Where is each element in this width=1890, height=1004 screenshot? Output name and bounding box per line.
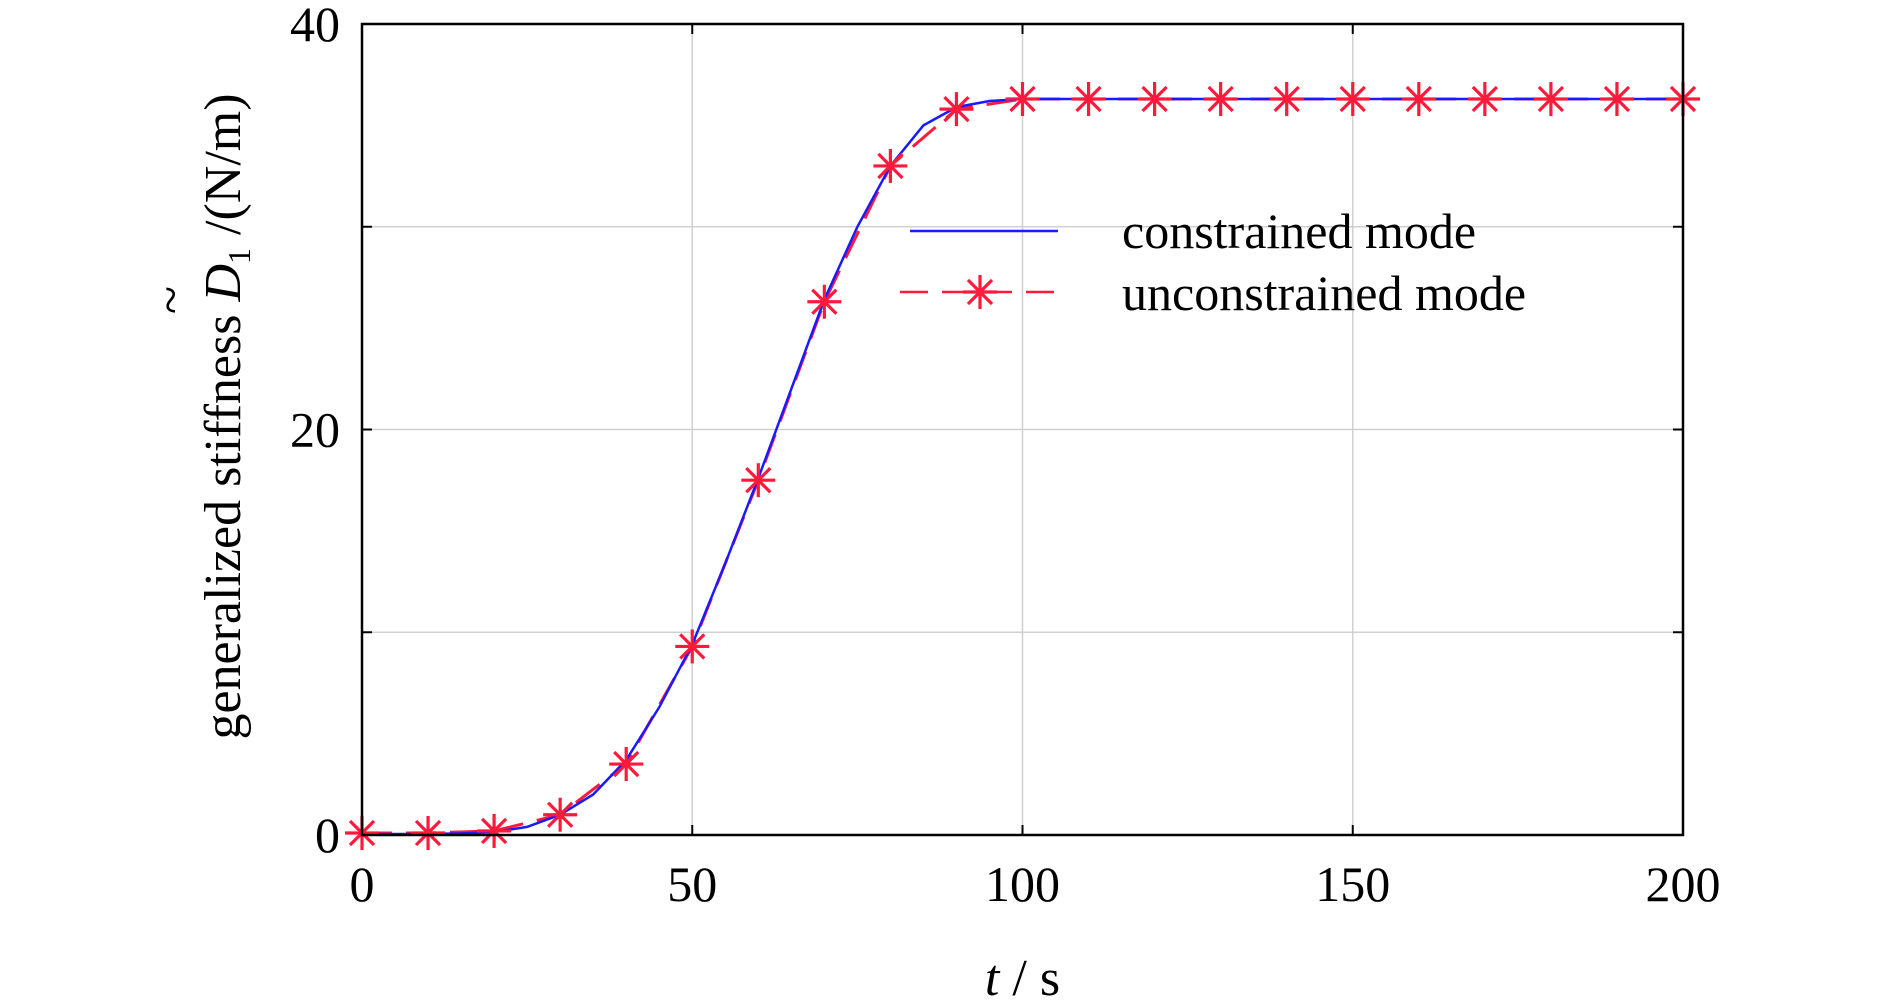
y-tick-label: 0	[315, 807, 340, 863]
y-axis-label: generalized stiffness D1 /(N/m) ~	[143, 28, 257, 830]
data-point-unconstrained	[1467, 82, 1502, 117]
data-point-unconstrained	[411, 815, 446, 850]
data-point-unconstrained	[1533, 82, 1568, 117]
axis-ticks	[361, 23, 1684, 836]
data-point-unconstrained	[873, 148, 908, 183]
data-point-unconstrained	[939, 92, 974, 127]
legend-marker-star	[963, 275, 997, 309]
data-point-unconstrained	[609, 747, 644, 782]
y-axis-unit: /(N/m)	[195, 93, 252, 248]
data-point-unconstrained	[1269, 82, 1304, 117]
x-tick-label: 50	[667, 856, 717, 912]
x-axis-label: t / s	[985, 950, 1060, 1004]
x-axis-unit: s	[1040, 950, 1060, 1004]
x-tick-labels: 0 50 100 150 200	[350, 856, 1721, 912]
x-tick-label: 100	[985, 856, 1060, 912]
grid	[362, 24, 1683, 835]
data-point-unconstrained	[543, 797, 578, 832]
data-point-unconstrained	[1335, 82, 1370, 117]
data-point-unconstrained	[477, 813, 512, 848]
x-tick-label: 0	[350, 856, 375, 912]
data-point-unconstrained	[675, 629, 710, 664]
data-point-unconstrained	[807, 284, 842, 319]
x-axis-separator: /	[999, 950, 1039, 1004]
y-axis-label-text: generalized stiffness D1 /(N/m)	[195, 28, 257, 830]
x-tick-label: 150	[1315, 856, 1390, 912]
y-axis-prefix: generalized stiffness	[195, 302, 252, 740]
y-tick-label: 20	[290, 402, 340, 458]
legend-marker-unconstrained	[963, 275, 997, 309]
y-tick-label: 40	[290, 0, 340, 52]
legend-label-unconstrained: unconstrained mode	[1122, 265, 1526, 321]
data-point-unconstrained	[1203, 82, 1238, 117]
data-point-unconstrained	[1401, 82, 1436, 117]
x-axis-variable: t	[985, 950, 1001, 1004]
data-point-unconstrained	[1005, 82, 1040, 117]
data-point-unconstrained	[1071, 82, 1106, 117]
data-point-unconstrained	[741, 463, 776, 498]
data-point-unconstrained	[1137, 82, 1172, 117]
series-line-unconstrained	[362, 97, 1683, 835]
series-group	[345, 82, 1700, 850]
y-axis-symbol: D	[195, 264, 252, 303]
legend: constrained mode unconstrained mode	[900, 203, 1526, 321]
data-point-unconstrained	[1599, 82, 1634, 117]
y-axis-tilde: ~	[143, 286, 200, 314]
x-tick-label: 200	[1646, 856, 1721, 912]
y-tick-labels: 0 20 40	[290, 0, 340, 863]
y-axis-subscript: 1	[221, 248, 257, 264]
legend-label-constrained: constrained mode	[1122, 203, 1476, 259]
